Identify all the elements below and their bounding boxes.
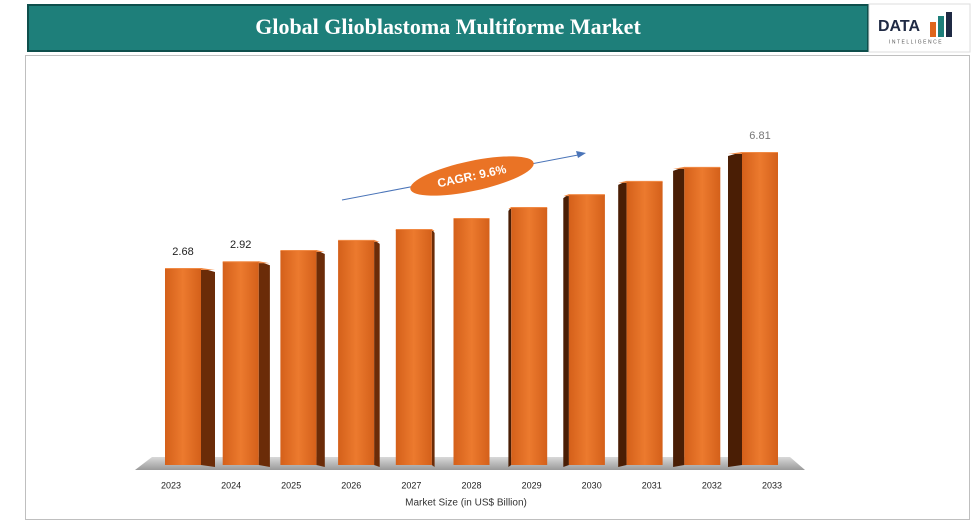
bar (338, 240, 375, 465)
bar-side (201, 268, 215, 467)
x-tick-label: 2028 (461, 480, 481, 490)
bar-side (618, 180, 627, 467)
logo-bar (938, 16, 944, 37)
x-tick-label: 2033 (762, 480, 782, 490)
logo-box (868, 3, 971, 53)
logo-subtext: INTELLIGENCE (889, 39, 943, 45)
bar (395, 229, 432, 465)
value-label: 6.81 (749, 130, 770, 142)
bar (165, 269, 201, 465)
bar (222, 262, 259, 465)
bar (626, 181, 663, 465)
logo-bar (946, 12, 952, 37)
x-tick-label: 2026 (341, 480, 361, 490)
x-tick-label: 2030 (582, 480, 602, 490)
bar-side (673, 166, 685, 467)
x-tick-label: 2025 (281, 480, 301, 490)
arrow-head (576, 151, 586, 158)
x-tick-label: 2027 (401, 480, 421, 490)
bar-side (431, 228, 435, 467)
value-label: 2.92 (230, 239, 251, 251)
bar-side (258, 261, 270, 467)
bar-side (374, 239, 380, 467)
x-tick-label: 2024 (221, 480, 241, 490)
logo-text: DATA (878, 18, 921, 35)
value-label: 2.68 (172, 246, 193, 258)
x-tick-label: 2032 (702, 480, 722, 490)
bar (280, 251, 317, 465)
bar-side (316, 250, 325, 467)
bar-side (508, 207, 512, 467)
bar-side (563, 194, 569, 468)
cagr-badge (410, 156, 534, 196)
chart-title: Global Glioblastoma Multiforme Market (255, 14, 641, 39)
bar (511, 208, 548, 465)
bar (742, 153, 778, 465)
logo-bar (930, 22, 936, 37)
x-tick-label: 2031 (642, 480, 662, 490)
bar (684, 167, 721, 465)
x-tick-label: 2029 (522, 480, 542, 490)
x-axis-label: Market Size (in US$ Billion) (405, 498, 527, 509)
x-tick-label: 2023 (161, 480, 181, 490)
title-banner (27, 4, 869, 52)
bar-side (728, 152, 742, 467)
bar (568, 195, 605, 466)
bar (453, 219, 490, 465)
